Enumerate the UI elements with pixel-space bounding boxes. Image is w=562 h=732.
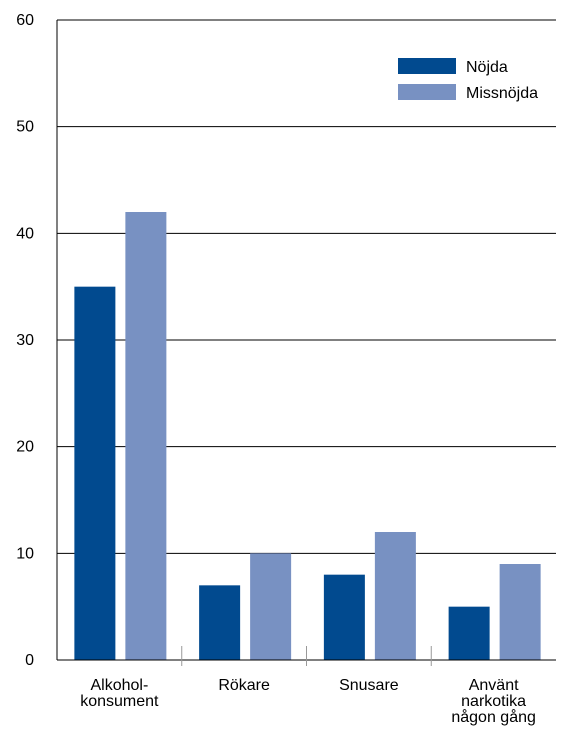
y-tick-label-50: 50 — [16, 119, 34, 136]
legend-swatch-missnöjda — [398, 84, 456, 100]
x-category-label-1-0: Rökare — [218, 677, 270, 694]
bars — [74, 212, 541, 660]
y-tick-label-30: 30 — [16, 332, 34, 349]
bar-missnöjda-1 — [250, 553, 292, 660]
x-category-label-3-0: Använt — [469, 677, 519, 694]
legend-label-nöjda: Nöjda — [466, 59, 508, 76]
x-category-label-2-0: Snusare — [339, 677, 399, 694]
bar-nöjda-0 — [74, 286, 116, 660]
bar-missnöjda-0 — [125, 212, 167, 660]
y-tick-label-60: 60 — [16, 12, 34, 29]
x-category-label-0-1: konsument — [80, 693, 159, 710]
x-axis: Alkohol-konsument Rökare Snusare Använtnark… — [57, 646, 556, 726]
bar-nöjda-3 — [448, 606, 490, 660]
bar-nöjda-2 — [323, 574, 365, 660]
x-category-label-3-1: narkotika — [461, 693, 526, 710]
bar-missnöjda-2 — [374, 532, 416, 660]
x-category-label-3-2: någon gång — [451, 708, 536, 726]
y-tick-label-20: 20 — [16, 439, 34, 456]
x-category-label-0-0: Alkohol- — [90, 677, 148, 694]
y-tick-label-0: 0 — [25, 652, 34, 669]
legend-label-missnöjda: Missnöjda — [466, 85, 538, 102]
bar-missnöjda-3 — [499, 564, 541, 660]
y-tick-label-40: 40 — [16, 225, 34, 242]
legend-swatch-nöjda — [398, 58, 456, 74]
bar-nöjda-1 — [199, 585, 241, 660]
y-axis: 0 10 20 30 40 50 60 — [16, 12, 58, 669]
y-tick-label-10: 10 — [16, 545, 34, 562]
legend: Nöjda Missnöjda — [398, 58, 538, 102]
